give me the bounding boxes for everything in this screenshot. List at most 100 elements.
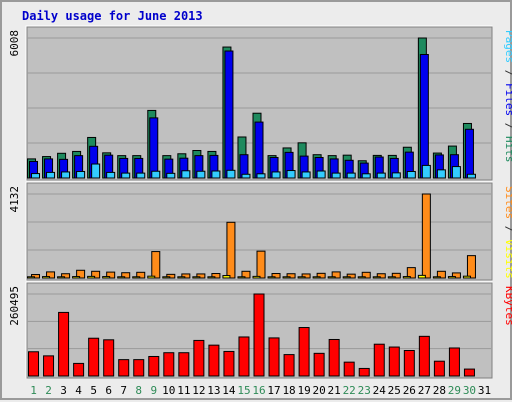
kbytes-bar xyxy=(268,337,280,377)
sites-bar xyxy=(46,271,56,279)
pages-bar xyxy=(466,173,476,179)
sites-bar xyxy=(376,273,386,279)
x-tick-label: 8 xyxy=(135,384,142,397)
visits-bar xyxy=(267,276,276,279)
sites-bar xyxy=(181,273,191,279)
sites-bar xyxy=(151,251,161,279)
pages-bar xyxy=(196,170,206,179)
visits-bar xyxy=(312,276,321,279)
pages-bar xyxy=(271,171,281,179)
kbytes-y-tick-label: 260495 xyxy=(8,286,21,326)
pages-files-hits-legend: Pages / Files / Hits xyxy=(503,30,512,163)
x-tick-label: 2 xyxy=(45,384,52,397)
visits-bar xyxy=(27,276,36,279)
visits-bar xyxy=(117,276,126,279)
pages-bar xyxy=(91,163,101,179)
pages-bar xyxy=(181,170,191,179)
files-bar xyxy=(419,53,429,179)
x-tick-label: 24 xyxy=(373,384,387,397)
sites-bar xyxy=(436,270,446,279)
sites-bar xyxy=(61,273,71,279)
kbytes-bar xyxy=(193,339,205,377)
sites-bar xyxy=(466,255,476,279)
pages-bar xyxy=(451,166,461,179)
visits-bar xyxy=(102,276,111,279)
sites-visits-legend: Sites / Visits xyxy=(503,186,512,279)
pages-bar xyxy=(31,173,41,179)
sites-bar xyxy=(241,270,251,279)
kbytes-bar xyxy=(178,352,190,377)
x-tick-label: 19 xyxy=(297,384,310,397)
x-tick-label: 25 xyxy=(388,384,401,397)
x-tick-label: 31 xyxy=(478,384,491,397)
visits-bar xyxy=(372,276,381,279)
sites-bar xyxy=(31,274,41,279)
kbytes-bar xyxy=(313,352,325,377)
visits-bar xyxy=(192,276,201,279)
x-tick-label: 17 xyxy=(267,384,280,397)
pages-bar xyxy=(151,170,161,179)
kbytes-bar xyxy=(88,337,100,377)
kbytes-bar xyxy=(358,367,370,377)
pages-bar xyxy=(136,172,146,179)
kbytes-bar xyxy=(58,311,70,377)
sites-visits-legend-part: Visits xyxy=(503,239,512,279)
pages-bar xyxy=(391,172,401,179)
sites-bar xyxy=(331,271,341,279)
pages-bar xyxy=(316,170,326,179)
files-bar xyxy=(464,128,474,179)
pages-bar xyxy=(226,169,236,179)
x-tick-label: 30 xyxy=(463,384,476,397)
kbytes-bar xyxy=(148,355,160,377)
x-tick-label: 4 xyxy=(75,384,82,397)
pages-bar xyxy=(106,171,116,179)
sites-bar xyxy=(256,250,266,279)
x-tick-label: 12 xyxy=(192,384,205,397)
sites-bar xyxy=(106,271,116,279)
kbytes-bar xyxy=(163,352,175,377)
visits-bar xyxy=(357,276,366,279)
kbytes-bar xyxy=(238,336,250,377)
pages-bar xyxy=(436,169,446,179)
kbytes-bar xyxy=(73,362,85,377)
visits-bar xyxy=(57,276,66,279)
pages-files-hits-legend-part: Pages xyxy=(503,30,512,63)
kbytes-bar xyxy=(373,343,385,377)
x-tick-label: 10 xyxy=(162,384,175,397)
pages-bar xyxy=(61,171,71,179)
pages-bar xyxy=(46,171,56,179)
pages-bar xyxy=(211,170,221,179)
sites-bar xyxy=(136,271,146,279)
sites-bar xyxy=(286,273,296,279)
visits-bar xyxy=(402,276,411,279)
files-bar xyxy=(224,50,234,179)
kbytes-bar xyxy=(223,350,235,377)
x-tick-label: 22 xyxy=(343,384,356,397)
pages-bar xyxy=(166,172,176,179)
sites-bar xyxy=(316,272,326,279)
kbytes-bar xyxy=(448,347,460,377)
sites-bar xyxy=(421,193,431,279)
visits-bar xyxy=(417,274,426,279)
visits-bar xyxy=(297,276,306,279)
sites-bar xyxy=(121,272,131,279)
pages-bar xyxy=(76,170,86,179)
pages-files-hits-y-tick-label: 6008 xyxy=(8,30,21,57)
kbytes-legend: KBytes xyxy=(503,286,512,326)
pages-files-hits-legend-part: / xyxy=(503,63,512,83)
x-tick-label: 27 xyxy=(418,384,431,397)
sites-bar xyxy=(301,273,311,279)
pages-bar xyxy=(331,172,341,179)
x-tick-label: 11 xyxy=(177,384,190,397)
visits-bar xyxy=(432,276,441,279)
pages-bar xyxy=(421,164,431,179)
x-tick-label: 16 xyxy=(252,384,265,397)
sites-bar xyxy=(76,269,86,279)
visits-bar xyxy=(387,276,396,279)
sites-visits-legend-part: Sites xyxy=(503,186,512,219)
visits-bar xyxy=(207,276,216,279)
sites-bar xyxy=(271,273,281,279)
sites-bar xyxy=(361,271,371,279)
